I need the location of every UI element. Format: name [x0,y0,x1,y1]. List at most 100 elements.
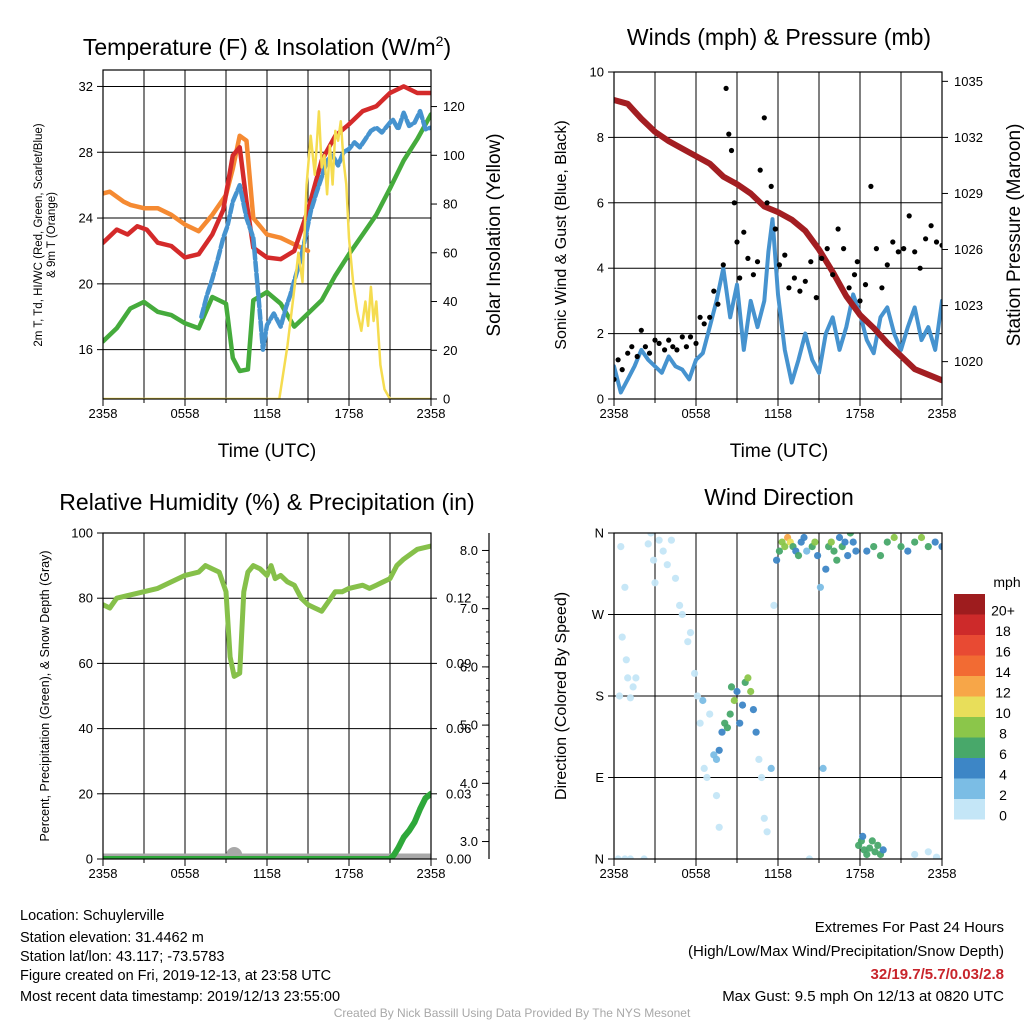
wind-direction-point [876,552,885,560]
gust-point [652,337,658,343]
temp-y2-axis-label: Solar Insolation (Yellow) [484,133,505,336]
wind-direction-point [870,543,878,551]
wdir-x-tick-label: 0558 [682,866,711,881]
wdir-y-tick-label: W [592,607,605,622]
snow-depth-bump [226,847,243,859]
wind-direction-point [718,728,726,736]
legend-label: 8 [999,726,1007,742]
wind-direction-point [663,561,671,569]
wind-y-tick-label: 8 [597,130,604,145]
wind-direction-point [800,533,808,542]
wind-direction-point [626,694,635,702]
gust-point [841,246,847,252]
rh-snow-tick-label: 7.0 [460,601,478,616]
wind-direction-point [890,533,898,542]
wind-direction-point [752,728,760,736]
wind-direction-point [822,565,830,573]
wind-direction-point [814,552,822,560]
rh-series-group [103,543,431,859]
wind-y2-tick-label: 1035 [954,74,983,89]
temp-y-tick-label: 20 [79,276,93,291]
wind-direction-point [852,547,860,555]
rh-y-tick-label: 0 [86,852,93,867]
wind-direction-point [758,773,766,782]
gust-point [764,200,770,206]
wind-x-tick-label: 0558 [682,406,711,421]
gust-point [707,314,713,320]
gust-point [854,259,860,265]
gust-point [923,236,929,242]
wind-direction-point [871,848,879,856]
rh-precip-tick-label: 0.06 [446,721,471,736]
rh-y-axis-label: Percent, Precipitation (Green), & Snow D… [38,550,52,841]
gust-point [662,347,668,353]
legend-swatch [954,696,985,717]
legend-swatch [954,655,985,676]
wind-direction-point [723,724,732,732]
gust-point [720,262,726,268]
wind-direction-point [924,543,932,551]
legend-swatch [954,737,985,758]
wind-direction-point [816,583,825,591]
rh-x-tick-label: 1158 [253,866,281,881]
temp-series-orange [103,133,311,254]
wind-direction-point [830,547,838,555]
gust-point [741,229,747,235]
temp-y2-tick-label: 60 [443,245,457,260]
temp-x-tick-label: 1758 [335,406,364,421]
rh-x-tick-label: 2358 [417,866,446,881]
rh-y-tick-label: 40 [79,721,93,736]
rh-precip-tick-label: 0.03 [446,786,471,801]
precip-line [103,790,431,859]
gust-point [711,288,717,294]
wind-y2-tick-label: 1023 [954,298,983,313]
gust-point [679,334,685,340]
rh-chart-title: Relative Humidity (%) & Precipitation (i… [59,489,474,515]
gust-point [642,344,649,350]
temp-x-tick-label: 0558 [171,406,200,421]
legend-title: mph [993,574,1020,590]
gust-point [906,213,912,219]
rh-snow-tick-label: 4.0 [460,776,478,791]
legend-label: 20+ [991,603,1015,619]
gust-point [939,242,942,248]
wind-direction-point [621,855,629,859]
wdir-y-tick-label: E [595,770,604,785]
gust-point [830,272,836,278]
legend-swatch [954,778,985,799]
rh-x-tick-label: 1758 [335,866,364,881]
wind-y-tick-label: 2 [597,326,604,341]
legend-swatch [954,614,985,635]
wind-y2-axis-label: Station Pressure (Maroon) [1004,124,1024,347]
wind-direction-point [846,533,854,537]
wdir-y-tick-label: N [595,852,604,867]
wind-series-group [614,85,942,395]
wdir-points-group [614,533,942,859]
wind-direction-point [755,755,763,764]
wind-direction-point [632,674,640,682]
gust-point [683,344,690,350]
wind-direction-point [691,669,699,678]
gust-point [687,334,694,340]
temp-y-tick-label: 24 [79,211,93,226]
gust-point [754,259,761,265]
gust-point [634,353,640,360]
gust-point [646,350,653,356]
wind-direction-point [703,773,711,782]
gust-point [615,357,621,363]
legend-label: 4 [999,767,1007,783]
gust-point [638,327,644,333]
gust-point [715,301,721,307]
extremes-title: Extremes For Past 24 Hours [814,919,1004,936]
gust-point [697,314,703,320]
wind-direction-point [781,543,789,551]
wind-direction-point [924,848,932,856]
rh-precip-tick-label: 0.09 [446,656,471,671]
temp-series-green [103,112,431,374]
wind-y-tick-label: 10 [590,65,604,80]
wind-y2-tick-label: 1020 [954,354,983,369]
wind-direction-point [844,552,852,560]
temp-series-group [103,84,431,399]
wind-direction-point [626,855,634,859]
temp-series-yellow [103,110,431,399]
